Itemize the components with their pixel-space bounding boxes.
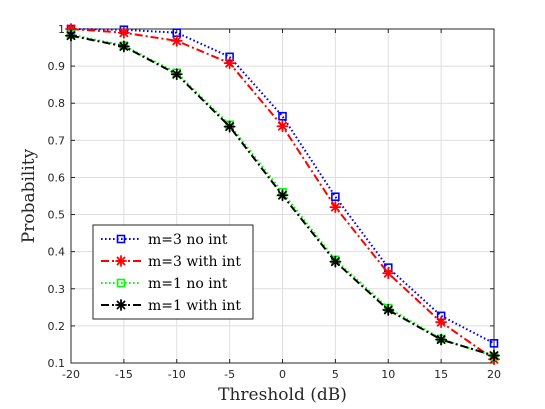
marker-stroke bbox=[116, 300, 126, 310]
data-point bbox=[488, 349, 500, 362]
series-4 bbox=[65, 29, 500, 362]
marker-stroke bbox=[119, 42, 129, 51]
data-point bbox=[329, 255, 342, 268]
legend-marker bbox=[115, 299, 127, 311]
legend-marker bbox=[116, 234, 126, 244]
x-tick-label: 5 bbox=[332, 368, 339, 381]
legend: m=3 no int m=3 with int m=1 no int m=1 with… bbox=[92, 224, 254, 320]
marker-stroke bbox=[489, 351, 499, 361]
data-point bbox=[331, 192, 340, 202]
y-tick-label: 0.6 bbox=[48, 171, 66, 184]
x-tick-label: 0 bbox=[279, 368, 286, 381]
marker-stroke bbox=[436, 335, 446, 345]
marker-stroke bbox=[172, 36, 182, 46]
y-tick-label: 0.9 bbox=[48, 60, 66, 73]
x-axis-label: Threshold (dB) bbox=[218, 385, 347, 405]
y-axis-label: Probability bbox=[19, 148, 39, 243]
data-point bbox=[329, 201, 342, 214]
data-point bbox=[382, 304, 395, 316]
marker-stroke bbox=[330, 202, 340, 212]
y-tick-label: 0.3 bbox=[48, 283, 66, 296]
marker-stroke bbox=[436, 317, 446, 327]
legend-label: m=1 with int bbox=[148, 298, 241, 314]
legend-item: m=3 no int bbox=[101, 232, 228, 248]
data-point bbox=[223, 57, 236, 70]
legend-marker bbox=[116, 278, 126, 288]
data-point bbox=[435, 333, 448, 346]
data-point bbox=[117, 40, 130, 53]
marker-stroke bbox=[278, 190, 287, 200]
marker-stroke bbox=[383, 305, 393, 315]
series-layer bbox=[65, 23, 500, 366]
y-tick-label: 0.1 bbox=[48, 357, 66, 370]
marker-stroke bbox=[119, 28, 129, 38]
data-point bbox=[276, 120, 289, 133]
marker-stroke bbox=[330, 257, 340, 267]
legend-label: m=3 with int bbox=[148, 254, 241, 270]
x-tick-label: -5 bbox=[224, 368, 235, 381]
x-tick-label: -20 bbox=[62, 368, 80, 381]
y-tick-label: 0.7 bbox=[48, 134, 66, 147]
marker-stroke bbox=[172, 69, 182, 79]
data-point bbox=[117, 26, 130, 39]
marker-stroke bbox=[225, 58, 235, 68]
data-point bbox=[170, 34, 183, 47]
x-tick-label: -10 bbox=[168, 368, 186, 381]
legend-label: m=1 no int bbox=[148, 276, 228, 292]
legend-marker bbox=[115, 255, 127, 267]
x-tick-label: 15 bbox=[434, 368, 448, 381]
y-tick-label: 0.2 bbox=[48, 320, 66, 333]
x-tick-label: -15 bbox=[115, 368, 133, 381]
legend-item: m=3 with int bbox=[101, 254, 241, 270]
y-tick-label: 0.4 bbox=[48, 246, 66, 259]
marker-stroke bbox=[225, 122, 235, 132]
axis-ticks: -20 -15 -10 -5 0 5 10 15 20 0.1 0.2 0.3 0.4 0.5 0.6 0.7… bbox=[48, 23, 502, 381]
data-point bbox=[65, 29, 77, 42]
x-tick-label: 10 bbox=[381, 368, 395, 381]
data-point bbox=[223, 120, 236, 133]
data-point bbox=[278, 111, 287, 121]
data-point bbox=[435, 316, 448, 329]
legend-item: m=1 no int bbox=[101, 276, 228, 292]
y-tick-label: 0.8 bbox=[48, 97, 66, 110]
data-point bbox=[382, 267, 395, 280]
marker-stroke bbox=[116, 256, 126, 266]
marker-stroke bbox=[66, 31, 76, 41]
y-tick-label: 0.5 bbox=[48, 209, 66, 222]
marker-stroke bbox=[383, 268, 393, 278]
marker-stroke bbox=[278, 121, 287, 131]
data-point bbox=[276, 189, 289, 202]
series-2 bbox=[65, 23, 500, 366]
data-point bbox=[489, 339, 499, 348]
y-tick-label: 1 bbox=[58, 23, 65, 36]
data-point bbox=[170, 68, 183, 81]
legend-label: m=3 no int bbox=[148, 232, 228, 248]
x-tick-label: 20 bbox=[487, 368, 501, 381]
legend-item: m=1 with int bbox=[101, 298, 241, 314]
